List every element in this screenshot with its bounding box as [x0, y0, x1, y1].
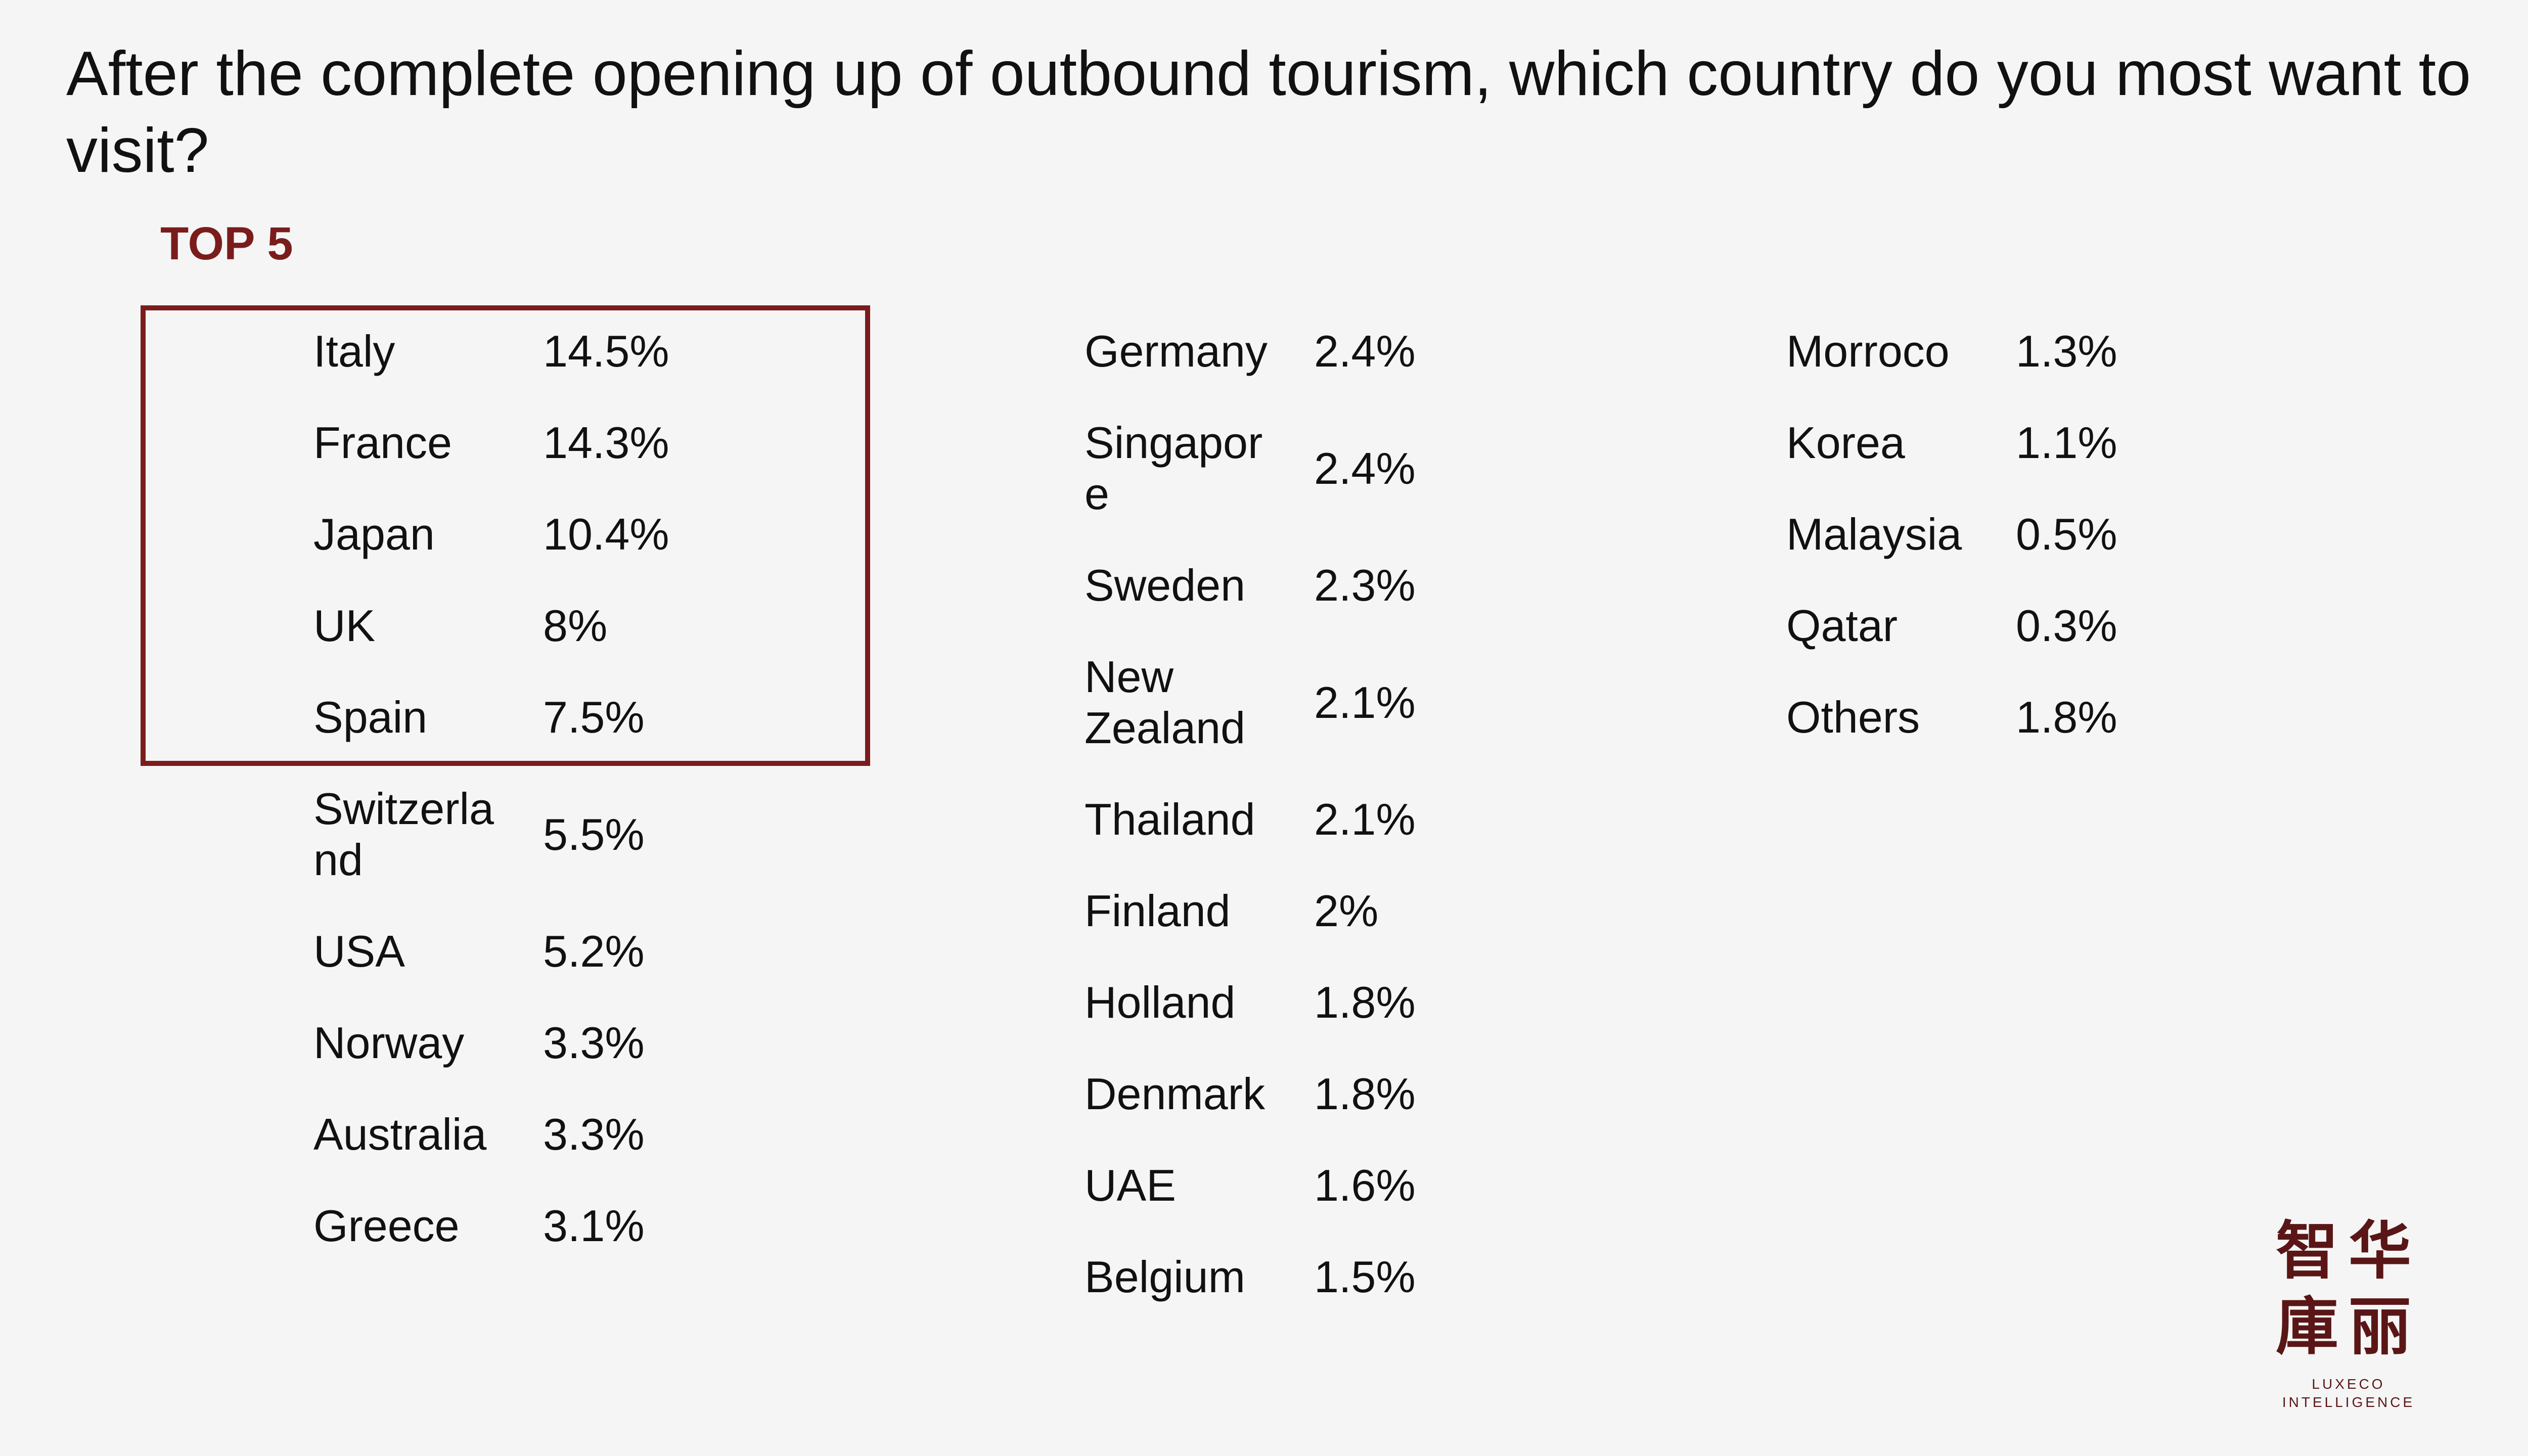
share: 2.3% [1314, 560, 1416, 610]
country: Sweden [1085, 560, 1246, 610]
row: Holland 1.8% [1085, 957, 1416, 1048]
share: 10.4% [543, 509, 669, 559]
share: 1.1% [2016, 418, 2117, 468]
share: 8% [543, 601, 608, 651]
share: 2.4% [1314, 443, 1416, 493]
country: Others [1786, 692, 1920, 742]
share: 1.3% [2016, 326, 2117, 376]
share: 14.3% [543, 418, 669, 468]
share: 3.3% [543, 1109, 645, 1159]
row: Australia 3.3% [313, 1088, 669, 1180]
column: Italy 14.5% France 14.3% Japan 10.4% UK 8% Spain… [313, 305, 669, 1271]
share: 3.1% [543, 1201, 645, 1251]
country: New Zealand [1085, 652, 1246, 753]
row: New Zealand 2.1% [1085, 631, 1416, 774]
logo-text: LUXECO [2312, 1376, 2385, 1392]
country: Denmark [1085, 1069, 1265, 1119]
row: Italy 14.5% [313, 305, 669, 397]
country: UAE [1085, 1160, 1176, 1210]
country: Qatar [1786, 601, 1898, 651]
country: Holland [1085, 977, 1236, 1027]
row: Sweden 2.3% [1085, 539, 1416, 631]
country: Morroco [1786, 326, 1950, 376]
country: UK [313, 601, 376, 651]
row: Denmark 1.8% [1085, 1048, 1416, 1140]
share: 14.5% [543, 326, 669, 376]
top-label: TOP 5 [160, 218, 293, 269]
share: 1.5% [1314, 1252, 1416, 1302]
logo: 智华 庫丽 LUXECO INTELLIGENCE [2265, 1213, 2432, 1412]
country: Italy [313, 326, 395, 376]
share: 2% [1314, 886, 1379, 936]
row: UAE 1.6% [1085, 1140, 1416, 1231]
row: Singapore 2.4% [1085, 397, 1416, 539]
row: Qatar 0.3% [1786, 580, 2117, 671]
share: 1.6% [1314, 1160, 1416, 1210]
logo-text: 庫丽 [2275, 1291, 2421, 1363]
share: 2.1% [1314, 677, 1416, 727]
country: Malaysia [1786, 509, 1962, 559]
share: 7.5% [543, 692, 645, 742]
row: USA 5.2% [313, 905, 669, 997]
share: 1.8% [2016, 692, 2117, 742]
country: Greece [313, 1201, 460, 1251]
row: Japan 10.4% [313, 488, 669, 580]
country: Korea [1786, 418, 1905, 468]
share: 1.8% [1314, 977, 1416, 1027]
row: Switzerland 5.5% [313, 763, 669, 905]
column: Germany 2.4% Singapore 2.4% Sweden 2.3% New Ze… [1085, 305, 1416, 1323]
share: 3.3% [543, 1018, 645, 1068]
logo-text: INTELLIGENCE [2282, 1394, 2415, 1410]
country: Belgium [1085, 1252, 1245, 1302]
country: Finland [1085, 886, 1231, 936]
country: Germany [1085, 326, 1268, 376]
row: Belgium 1.5% [1085, 1231, 1416, 1323]
row: Spain 7.5% [313, 671, 669, 763]
share: 2.4% [1314, 326, 1416, 376]
row: Korea 1.1% [1786, 397, 2117, 488]
share: 0.5% [2016, 509, 2117, 559]
title: After the complete opening up of outboun… [66, 39, 2471, 186]
row: Finland 2% [1085, 865, 1416, 957]
row: Germany 2.4% [1085, 305, 1416, 397]
logo-text: 智华 [2275, 1215, 2421, 1288]
top-box [141, 305, 870, 766]
country: Switzerland [313, 784, 494, 885]
share: 2.1% [1314, 794, 1416, 844]
row: Morroco 1.3% [1786, 305, 2117, 397]
country: Spain [313, 692, 428, 742]
country: Norway [313, 1018, 465, 1068]
row: Norway 3.3% [313, 997, 669, 1088]
country: Thailand [1085, 794, 1255, 844]
share: 0.3% [2016, 601, 2117, 651]
share: 1.8% [1314, 1069, 1416, 1119]
column: Morroco 1.3% Korea 1.1% Malaysia 0.5% Qatar 0.3… [1786, 305, 2117, 763]
country: USA [313, 926, 405, 976]
country: Singapore [1085, 418, 1263, 519]
row: Greece 3.1% [313, 1180, 669, 1271]
row: Thailand 2.1% [1085, 774, 1416, 865]
share: 5.5% [543, 809, 645, 859]
share: 5.2% [543, 926, 645, 976]
row: Others 1.8% [1786, 671, 2117, 763]
country: Japan [313, 509, 435, 559]
country: France [313, 418, 452, 468]
country: Australia [313, 1109, 487, 1159]
row: Malaysia 0.5% [1786, 488, 2117, 580]
row: France 14.3% [313, 397, 669, 488]
row: UK 8% [313, 580, 669, 671]
